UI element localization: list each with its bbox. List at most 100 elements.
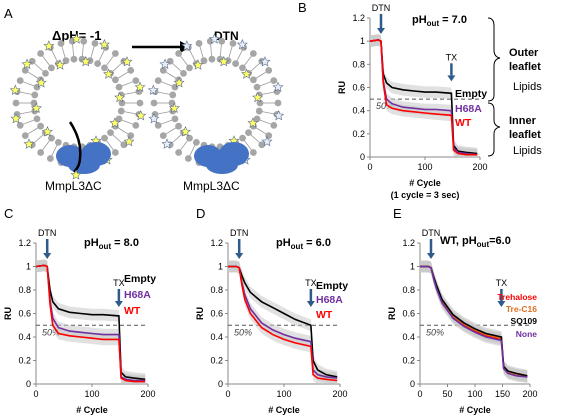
lipid-headgroup [127,66,135,74]
dtn-arrow-icon [377,28,385,34]
lipid-tail [189,50,193,56]
chart-title: pHout = 7.0 [412,14,467,28]
lipid-headgroup [250,76,257,84]
flipping-nbd-star-icon [70,169,82,180]
fifty-percent-label: 50% [42,327,60,337]
legend-label-empty: Empty [316,280,348,292]
y-tick-label: 0.6 [352,83,365,93]
lipid-tail [25,111,32,114]
inner-nbd-star-icon [192,59,204,70]
outer-nbd-star-icon [98,38,110,50]
outer-nbd-star-icon [70,33,82,44]
lipid-tail [170,127,177,132]
panel-letter-d: D [196,206,205,221]
lipid-tail [22,81,29,85]
y-tick-label: 0.4 [18,332,31,342]
lipid-tail [220,44,222,51]
lipid-headgroup [115,83,123,91]
lipid-tail [230,46,233,53]
y-tick-label: 0.2 [210,356,223,366]
lipid-headgroup [33,115,41,123]
dtn-marker-label: DTN [372,3,391,13]
x-tick-label: 200 [472,162,487,172]
lipid-tail [265,121,272,125]
lipid-headgroup [186,64,193,72]
tx-arrow-icon [497,301,506,307]
lipid-headgroup [245,129,252,137]
lipid-headgroup [62,57,70,65]
vesicle-before [9,33,147,180]
y-tick-label: 0.4 [210,332,223,342]
x-axis-label: # Cycle [459,405,491,415]
lipid-headgroup [16,121,24,129]
inner-nbd-star-icon [80,55,92,67]
lipid-tail [38,66,44,72]
inner-nbd-star-icon [54,59,66,70]
x-tick-label: 0 [33,389,38,399]
outer-nbd-star-icon [147,84,159,95]
y-axis-label: RU [195,307,205,320]
x-tick-label: 100 [467,389,482,399]
lipid-tail [32,74,39,79]
y-tick-label: 1.2 [402,238,415,248]
lipid-tail [112,134,118,140]
lipid-tail [199,46,202,53]
lipid-headgroup [184,155,192,162]
lipid-tail [109,55,114,61]
chart-panel-b: 0 0.2 0.4 0.6 0.8 1 1.2 0 100 200 RU # Cycle (1 cycl… [337,3,488,200]
lipid-tail [61,46,64,53]
y-tick-label: 1.2 [18,238,31,248]
lipid-headgroup [192,138,200,146]
lipid-tail [45,140,50,146]
outer-nbd-star-icon [23,138,35,149]
lipid-tail [166,83,173,87]
lipid-tail [19,112,26,115]
lipid-tail [27,71,34,76]
series-error-band [228,260,338,384]
y-tick-label: 0.6 [210,309,223,319]
lipid-tail [106,140,111,146]
dtn-arrow-icon [427,253,435,259]
legend-label-h68a: H68A [455,103,482,115]
lipid-headgroup [111,50,119,57]
lipid-headgroup [101,134,108,142]
lipid-tail [130,112,137,115]
lipid-tail [72,50,75,57]
panel-letter-b: B [298,0,307,15]
lipid-headgroup [94,60,102,68]
outer-nbd-star-icon [135,109,147,121]
inner-leaflet-label: Inner leaflet [509,115,541,141]
lipid-headgroup [154,77,162,85]
lipid-tail [260,71,267,76]
lipid-headgroup [16,77,24,85]
flipping-lipid-icon [68,121,82,173]
lipid-headgroup [12,99,20,107]
lipid-tail [244,60,249,66]
lipid-tail [192,55,196,62]
lipid-headgroup [101,64,108,72]
y-tick-label: 1.2 [210,238,223,248]
y-tick-label: 0.2 [18,356,31,366]
series-error-band [370,34,478,157]
lipid-tail [54,144,58,151]
lipid-tail [163,111,170,114]
lipid-headgroup [249,149,257,156]
dtn-marker-label: DTN [38,228,57,238]
lipid-tail [268,91,275,94]
outer-nbd-star-icon [43,40,55,51]
lipid-tail [112,66,118,72]
y-tick-label: 0.2 [402,356,415,366]
chart-title: pHout = 6.0 [276,237,331,251]
lipid-tail [262,111,269,114]
lipid-headgroup [171,115,179,123]
tx-marker-label: TX [305,278,317,288]
lipid-tail [160,121,167,125]
legend-label-wt: WT [316,309,333,321]
y-tick-label: 0.2 [352,129,365,139]
x-tick-label: 150 [495,389,510,399]
lipid-headgroup [42,69,49,77]
lipid-tail [254,138,260,144]
lipid-tail [189,150,193,156]
x-tick-label: 0 [417,389,422,399]
